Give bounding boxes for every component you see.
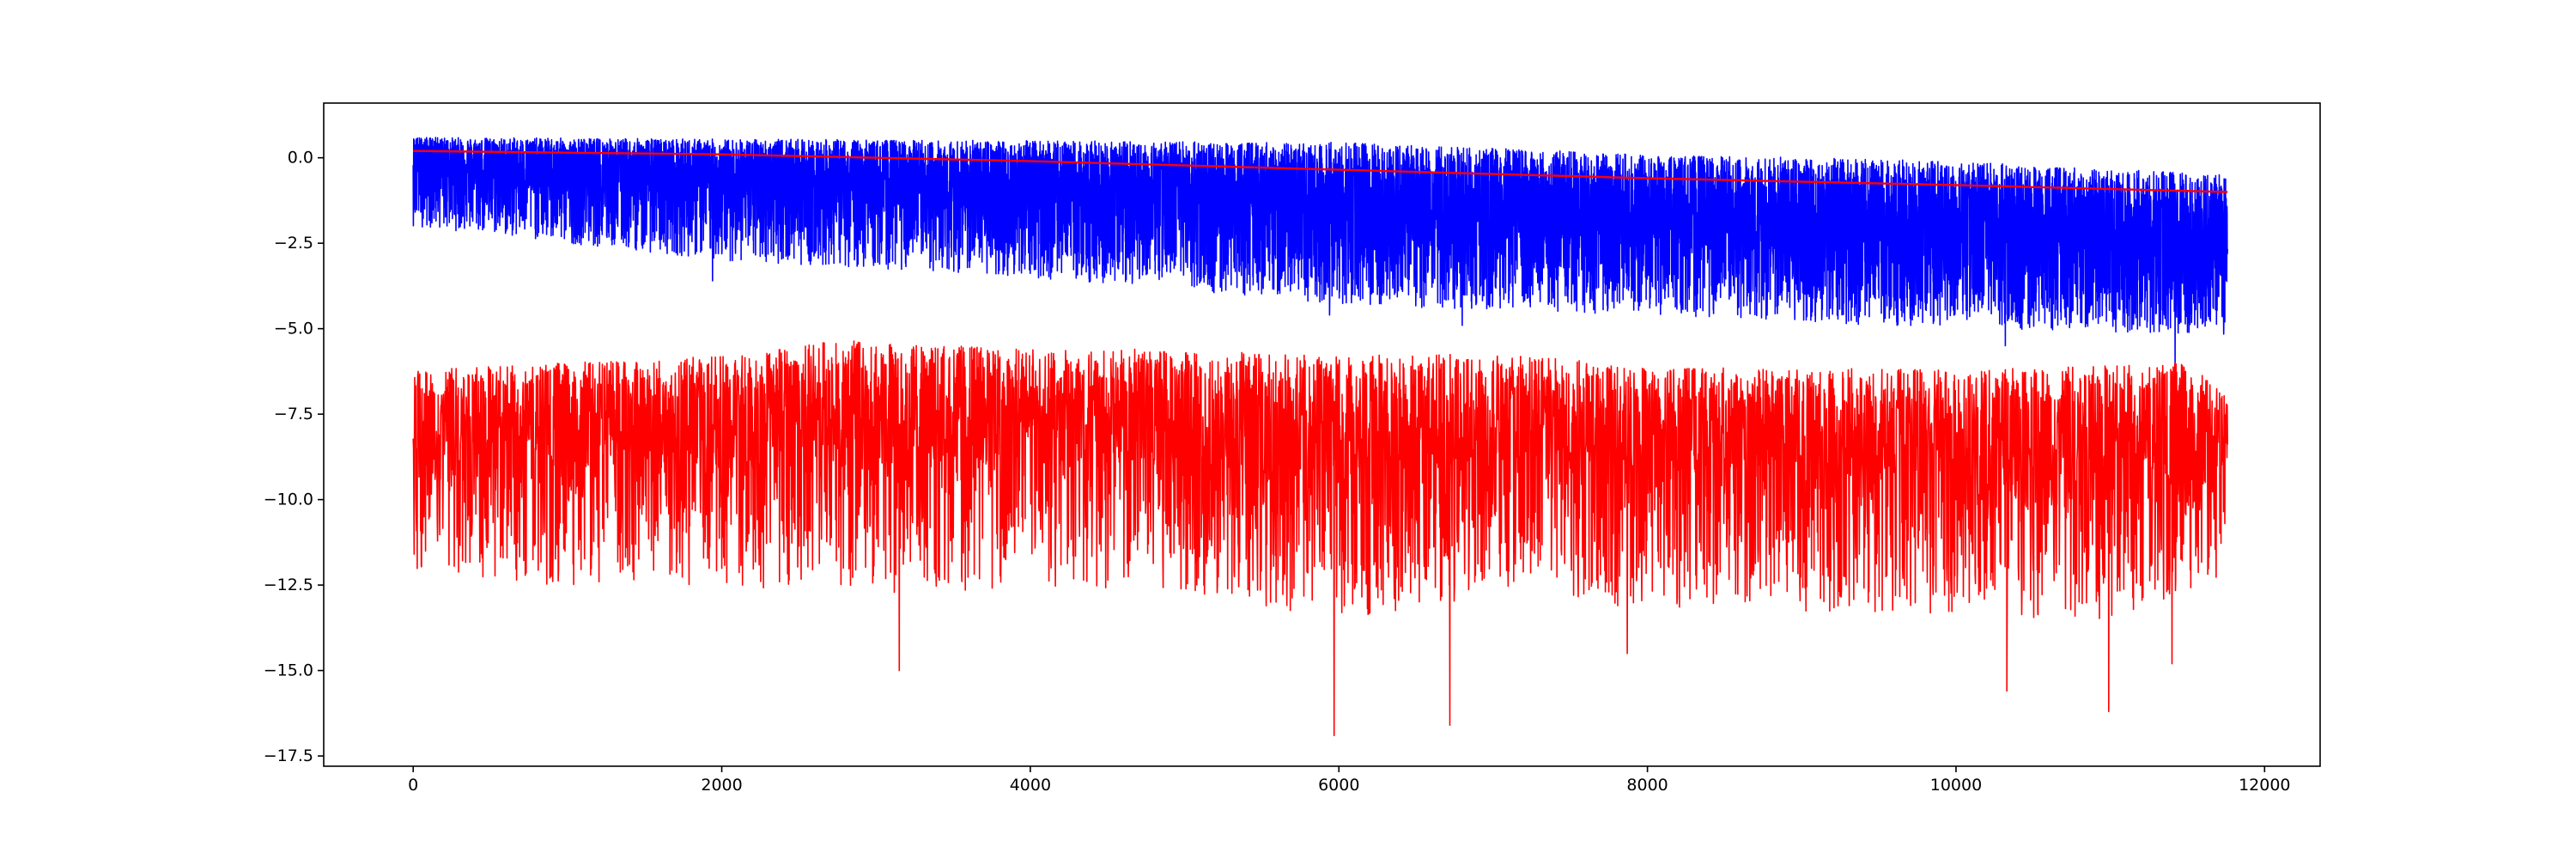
y-tick-label: −2.5 (274, 234, 313, 253)
x-tick-label: 4000 (1010, 776, 1051, 795)
y-tick-label: −15.0 (264, 661, 313, 680)
x-tick-label: 0 (408, 776, 418, 795)
y-tick-label: −5.0 (274, 320, 313, 338)
series-layer (412, 137, 2228, 736)
x-axis: 0 2000 4000 6000 8000 10000 12000 (408, 766, 2291, 795)
y-axis: 0.0 −2.5 −5.0 −7.5 −10.0 −12.5 −15.0 −17.5 (264, 149, 324, 765)
y-tick-label: −7.5 (274, 405, 313, 423)
series-0-line (412, 137, 2228, 364)
series-2-line (412, 340, 2228, 736)
x-tick-label: 2000 (701, 776, 742, 795)
y-tick-label: −12.5 (264, 576, 313, 594)
series-1-line (413, 149, 2228, 193)
y-tick-label: 0.0 (288, 149, 313, 168)
x-tick-label: 6000 (1318, 776, 1359, 795)
y-tick-label: −17.5 (264, 746, 313, 765)
x-tick-label: 12000 (2239, 776, 2290, 795)
axes-frame (323, 102, 2321, 767)
y-tick-label: −10.0 (264, 490, 313, 509)
x-tick-label: 10000 (1930, 776, 1982, 795)
x-tick-label: 8000 (1626, 776, 1668, 795)
